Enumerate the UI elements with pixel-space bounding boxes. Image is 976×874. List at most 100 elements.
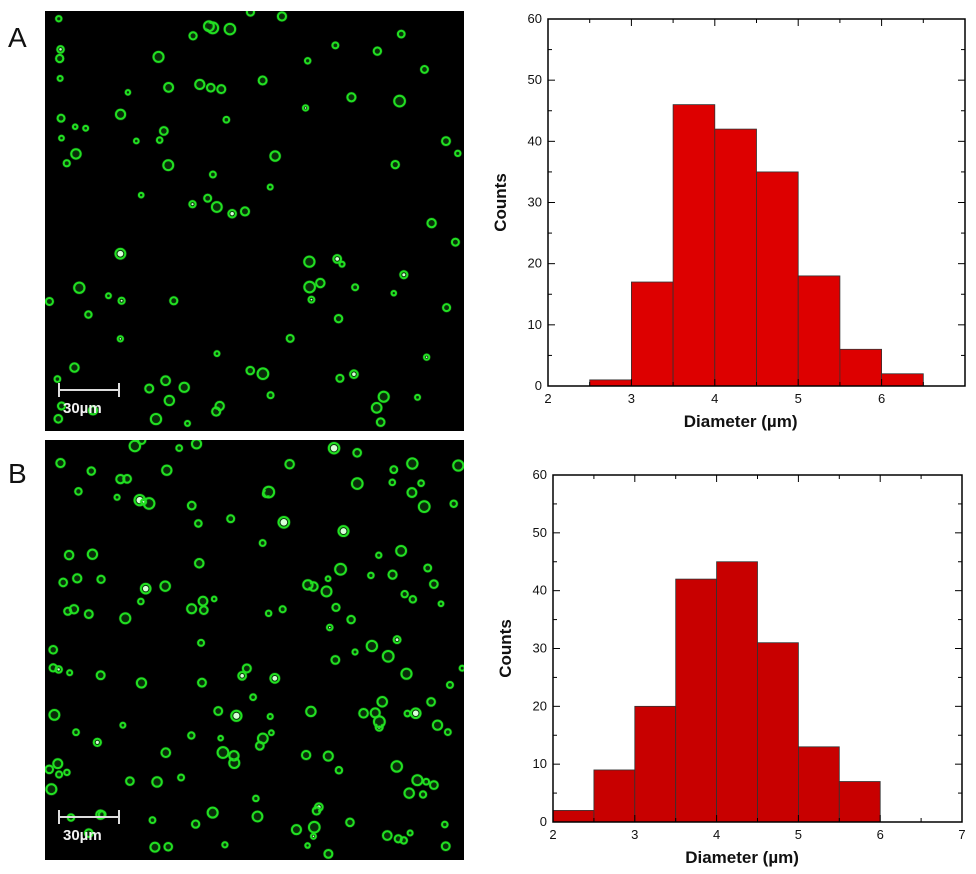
droplet bbox=[65, 668, 74, 677]
droplet bbox=[225, 513, 236, 524]
droplet bbox=[47, 644, 59, 656]
droplet bbox=[83, 309, 94, 320]
droplet bbox=[445, 680, 455, 690]
droplet bbox=[405, 456, 420, 471]
droplet bbox=[104, 291, 113, 300]
droplet bbox=[72, 281, 87, 295]
droplet bbox=[83, 827, 95, 839]
droplet-field-b bbox=[45, 440, 464, 860]
y-tick-label: 60 bbox=[528, 11, 542, 26]
droplet bbox=[333, 562, 348, 577]
x-tick-label: 5 bbox=[795, 391, 802, 406]
droplet bbox=[302, 280, 317, 294]
droplet bbox=[283, 458, 296, 471]
droplet bbox=[95, 669, 107, 681]
scale-bar-label-b: 30µm bbox=[63, 827, 102, 844]
droplet bbox=[450, 237, 461, 248]
droplet bbox=[223, 22, 237, 36]
droplet bbox=[245, 11, 256, 18]
droplet bbox=[158, 125, 170, 137]
droplet bbox=[329, 654, 341, 666]
x-tick-label: 6 bbox=[877, 827, 884, 842]
droplet bbox=[150, 775, 164, 789]
droplet bbox=[226, 208, 238, 220]
droplet bbox=[410, 773, 424, 787]
droplet bbox=[68, 603, 80, 615]
x-tick-label: 3 bbox=[631, 827, 638, 842]
histogram-bar bbox=[797, 746, 840, 823]
droplet bbox=[205, 82, 217, 94]
droplet bbox=[408, 594, 418, 605]
droplet bbox=[220, 840, 230, 849]
droplet bbox=[56, 400, 67, 412]
droplet bbox=[63, 549, 75, 561]
histogram-bar bbox=[756, 171, 799, 387]
droplet bbox=[440, 135, 452, 147]
y-tick-label: 0 bbox=[540, 814, 547, 829]
droplet bbox=[68, 361, 81, 374]
droplet bbox=[374, 551, 383, 560]
droplet bbox=[83, 608, 95, 620]
droplet bbox=[440, 820, 450, 829]
droplet bbox=[113, 247, 127, 261]
droplet bbox=[334, 373, 345, 384]
droplet bbox=[244, 365, 256, 376]
histogram-bar bbox=[839, 348, 882, 387]
y-tick-label: 0 bbox=[535, 378, 542, 393]
droplet bbox=[136, 597, 146, 606]
droplet bbox=[437, 599, 445, 608]
droplet bbox=[215, 83, 227, 95]
droplet bbox=[431, 719, 444, 732]
droplet bbox=[301, 578, 315, 592]
droplet bbox=[187, 199, 198, 209]
droplet bbox=[87, 404, 99, 417]
histogram-a: 0 10 20 30 40 50 60 2 3 4 5 6 Diameter (µm) Counts bbox=[491, 11, 966, 431]
histogram-bar bbox=[714, 128, 757, 387]
droplet bbox=[278, 604, 288, 614]
histogram-bar bbox=[797, 275, 841, 387]
droplet bbox=[161, 158, 175, 172]
droplet bbox=[136, 440, 147, 446]
droplet bbox=[62, 768, 72, 777]
droplet bbox=[185, 602, 198, 615]
droplet bbox=[425, 217, 438, 229]
droplet bbox=[258, 538, 268, 548]
droplet bbox=[48, 662, 59, 674]
droplet bbox=[440, 840, 452, 852]
droplet bbox=[365, 639, 379, 653]
droplet bbox=[168, 295, 179, 306]
droplet bbox=[160, 464, 174, 477]
droplet bbox=[389, 759, 404, 774]
droplet bbox=[266, 712, 275, 721]
droplet bbox=[428, 779, 440, 791]
droplet bbox=[396, 29, 407, 39]
droplet bbox=[139, 497, 148, 506]
droplet bbox=[116, 334, 125, 344]
droplet bbox=[47, 708, 61, 722]
droplet bbox=[174, 443, 184, 453]
droplet bbox=[210, 200, 224, 214]
droplet bbox=[197, 595, 209, 608]
droplet bbox=[212, 705, 224, 717]
droplet bbox=[419, 64, 430, 75]
droplet bbox=[86, 548, 99, 561]
droplet bbox=[389, 289, 398, 297]
droplet bbox=[45, 764, 55, 775]
droplet bbox=[116, 296, 127, 306]
droplet bbox=[393, 833, 404, 844]
droplet bbox=[344, 817, 356, 828]
droplet bbox=[73, 486, 84, 497]
droplet bbox=[357, 707, 370, 720]
droplet bbox=[453, 149, 463, 158]
droplet bbox=[71, 572, 83, 585]
droplet bbox=[54, 769, 64, 780]
droplet bbox=[406, 828, 415, 837]
droplet bbox=[202, 19, 216, 33]
histogram-bar bbox=[757, 642, 799, 823]
droplet bbox=[348, 368, 360, 380]
droplet bbox=[186, 730, 197, 741]
droplet bbox=[264, 609, 273, 618]
droplet bbox=[155, 135, 164, 145]
droplet bbox=[350, 647, 360, 657]
droplet bbox=[417, 499, 432, 514]
